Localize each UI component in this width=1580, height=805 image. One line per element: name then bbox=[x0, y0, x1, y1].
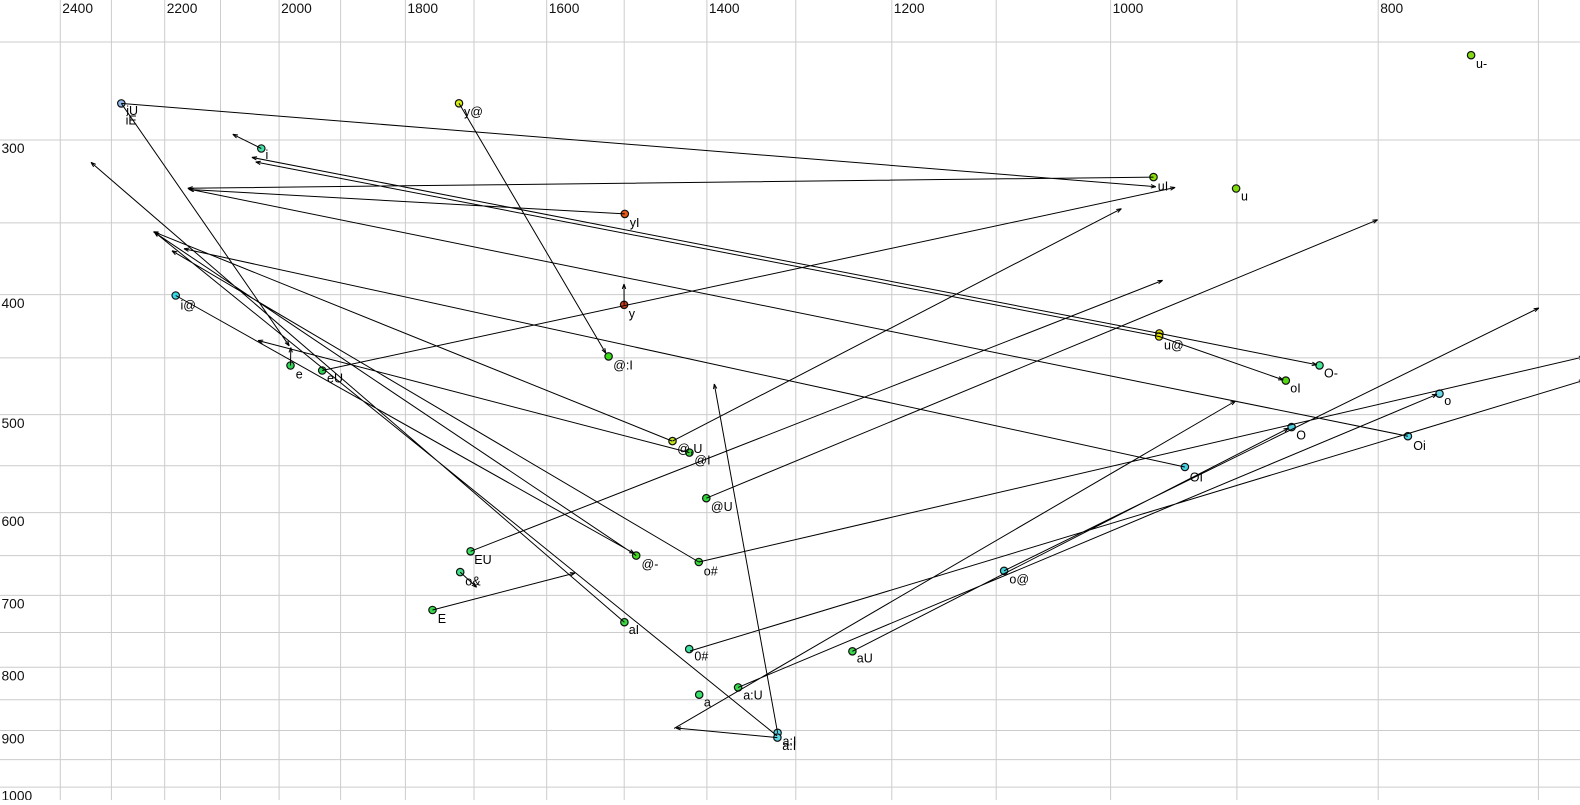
svg-text:iE: iE bbox=[126, 114, 137, 128]
svg-text:O-: O- bbox=[1324, 366, 1338, 380]
svg-text:u: u bbox=[1241, 190, 1248, 204]
svg-text:aU: aU bbox=[857, 652, 873, 666]
svg-text:300: 300 bbox=[2, 141, 25, 156]
svg-text:O: O bbox=[1296, 429, 1306, 443]
svg-text:800: 800 bbox=[1380, 1, 1403, 16]
svg-text:1400: 1400 bbox=[709, 1, 740, 16]
svg-text:1800: 1800 bbox=[407, 1, 438, 16]
svg-text:@-: @- bbox=[642, 557, 659, 571]
svg-text:aI: aI bbox=[629, 623, 639, 637]
svg-text:iU: iU bbox=[126, 104, 138, 118]
svg-text:700: 700 bbox=[2, 597, 25, 612]
svg-text:OI: OI bbox=[1190, 471, 1203, 485]
svg-text:800: 800 bbox=[2, 668, 25, 683]
svg-text:o&: o& bbox=[465, 575, 481, 589]
svg-text:u-: u- bbox=[1476, 57, 1487, 71]
svg-text:@I: @I bbox=[694, 454, 710, 468]
svg-text:2000: 2000 bbox=[281, 1, 312, 16]
svg-text:1200: 1200 bbox=[894, 1, 925, 16]
svg-text:600: 600 bbox=[2, 514, 25, 529]
svg-text:e: e bbox=[296, 368, 303, 382]
svg-text:a: a bbox=[704, 696, 711, 710]
svg-text:y@: y@ bbox=[464, 105, 483, 119]
svg-text:i@: i@ bbox=[181, 298, 196, 312]
svg-text:@:I: @:I bbox=[613, 358, 633, 372]
svg-text:1000: 1000 bbox=[2, 788, 33, 800]
svg-text:Oi: Oi bbox=[1413, 439, 1426, 453]
svg-text:@U: @U bbox=[711, 500, 733, 514]
svg-text:500: 500 bbox=[2, 416, 25, 431]
svg-text:0#: 0# bbox=[694, 650, 708, 664]
svg-text:i: i bbox=[266, 148, 269, 162]
svg-text:@,U: @,U bbox=[677, 442, 702, 456]
svg-text:2400: 2400 bbox=[62, 1, 93, 16]
svg-text:400: 400 bbox=[2, 296, 25, 311]
svg-text:o@: o@ bbox=[1009, 573, 1029, 587]
svg-text:a:U: a:U bbox=[743, 688, 762, 702]
svg-text:oI: oI bbox=[1290, 382, 1300, 396]
svg-text:y: y bbox=[629, 307, 636, 321]
svg-text:EU: EU bbox=[474, 553, 491, 567]
svg-text:2200: 2200 bbox=[167, 1, 198, 16]
svg-text:u@: u@ bbox=[1164, 338, 1184, 352]
svg-text:a:I: a:I bbox=[782, 739, 796, 753]
svg-text:1000: 1000 bbox=[1113, 1, 1144, 16]
svg-text:eU: eU bbox=[327, 371, 343, 385]
svg-text:o: o bbox=[1444, 394, 1451, 408]
svg-text:yI: yI bbox=[630, 216, 640, 230]
svg-text:1600: 1600 bbox=[549, 1, 580, 16]
svg-text:a:I: a:I bbox=[783, 734, 797, 748]
svg-text:o#: o# bbox=[704, 564, 718, 578]
svg-text:900: 900 bbox=[2, 732, 25, 747]
svg-text:uI: uI bbox=[1158, 179, 1168, 193]
svg-text:E: E bbox=[438, 612, 446, 626]
